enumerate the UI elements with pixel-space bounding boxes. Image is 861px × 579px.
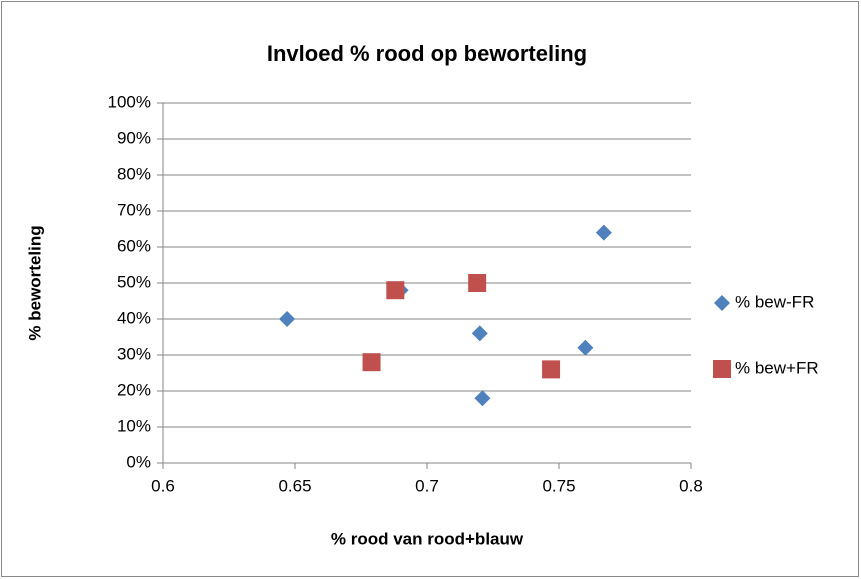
point	[471, 325, 488, 342]
point	[595, 224, 612, 241]
point	[386, 281, 405, 300]
y-axis-title: % beworteling	[25, 225, 44, 340]
x-axis-title: % rood van rood+blauw	[331, 529, 524, 548]
legend-label: % bew+FR	[735, 358, 819, 377]
x-tick-label: 0.6	[151, 476, 175, 495]
legend-marker	[714, 295, 730, 311]
y-tick-label: 10%	[117, 416, 151, 435]
y-tick-label: 50%	[117, 272, 151, 291]
x-tick-label: 0.75	[542, 476, 575, 495]
y-tick-label: 90%	[117, 128, 151, 147]
y-tick-label: 30%	[117, 344, 151, 363]
legend-label: % bew-FR	[735, 292, 814, 311]
x-tick-label: 0.7	[415, 476, 439, 495]
point	[468, 274, 487, 292]
y-tick-label: 0%	[126, 452, 151, 471]
x-tick-label: 0.65	[278, 476, 311, 495]
y-tick-label: 80%	[117, 164, 151, 183]
point	[542, 360, 561, 379]
y-tick-label: 20%	[117, 380, 151, 399]
point	[362, 353, 381, 372]
y-tick-label: 100%	[108, 92, 151, 111]
y-tick-label: 70%	[117, 200, 151, 219]
y-tick-label: 60%	[117, 236, 151, 255]
y-tick-label: 40%	[117, 308, 151, 327]
point	[474, 390, 491, 407]
point	[577, 339, 594, 356]
chart-title: Invloed % rood op beworteling	[267, 41, 587, 66]
point	[279, 311, 296, 327]
x-tick-label: 0.8	[679, 476, 703, 495]
legend-marker	[713, 360, 731, 378]
